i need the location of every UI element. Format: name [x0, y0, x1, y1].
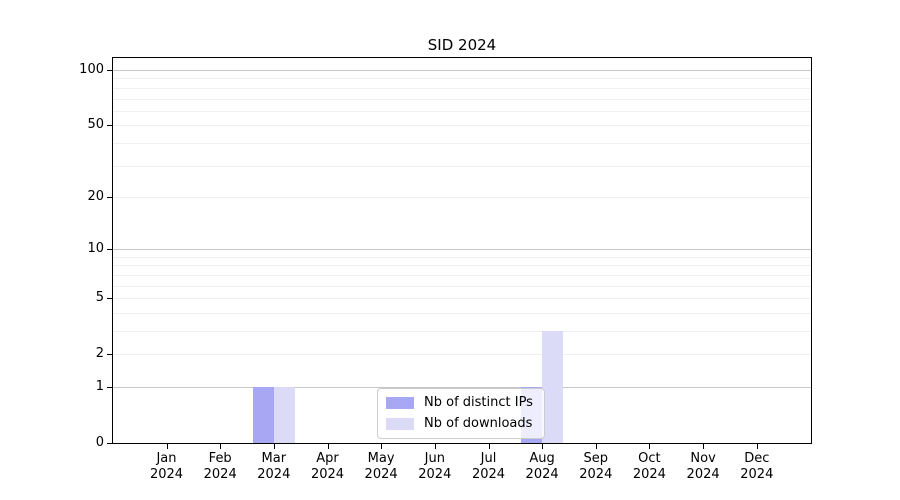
legend-swatch-distinct-ips	[386, 397, 414, 409]
gridline-minor	[113, 354, 811, 356]
legend-item-distinct-ips: Nb of distinct IPs	[386, 395, 536, 411]
y-tick-label: 20	[87, 188, 104, 204]
gridline-minor	[113, 265, 811, 267]
x-tick-label: Aug 2024	[525, 451, 559, 482]
x-tick-label: Oct 2024	[632, 451, 666, 482]
gridline-minor	[113, 165, 811, 167]
x-tick-label: Jan 2024	[149, 451, 184, 482]
gridline-minor	[113, 142, 811, 144]
x-tick-label: Mar 2024	[257, 451, 291, 482]
legend: Nb of distinct IPs Nb of downloads	[377, 388, 545, 439]
bar-nb-of-distinct-ips-mar-2024	[252, 387, 274, 443]
legend-label-downloads: Nb of downloads	[424, 416, 533, 431]
gridline-minor	[113, 110, 811, 112]
x-tick-label: Sep 2024	[579, 451, 613, 482]
x-tick	[595, 444, 597, 449]
x-tick	[327, 444, 329, 449]
x-tick	[220, 444, 222, 449]
gridline-minor	[113, 87, 811, 89]
x-tick-label: Dec 2024	[740, 451, 774, 482]
gridline-minor	[113, 125, 811, 127]
y-tick-label: 50	[87, 117, 104, 133]
x-tick	[273, 444, 275, 449]
x-tick	[649, 444, 651, 449]
y-tick-label: 2	[95, 346, 104, 362]
gridline-minor	[113, 298, 811, 300]
gridline-minor	[113, 196, 811, 198]
y-tick-label: 10	[87, 241, 104, 257]
gridline-minor	[113, 78, 811, 80]
x-tick-label: May 2024	[364, 451, 398, 482]
y-tick-label: 0	[95, 435, 104, 450]
x-tick	[756, 444, 758, 449]
gridline-major	[113, 70, 811, 71]
legend-label-distinct-ips: Nb of distinct IPs	[424, 395, 533, 410]
gridline-minor	[113, 274, 811, 276]
x-tick-label: Nov 2024	[686, 451, 720, 482]
x-tick-label: Jul 2024	[471, 451, 506, 482]
x-tick	[542, 444, 544, 449]
chart-title: SID 2024	[427, 36, 497, 54]
gridline-minor	[113, 331, 811, 332]
gridline-major	[113, 387, 811, 388]
plot-layers	[113, 58, 811, 443]
x-tick	[488, 444, 490, 449]
legend-item-downloads: Nb of downloads	[386, 416, 536, 432]
y-tick-label: 100	[79, 62, 104, 77]
gridline-minor	[113, 312, 811, 314]
x-tick	[166, 444, 168, 449]
gridline-minor	[113, 98, 811, 100]
x-tick-label: Jun 2024	[418, 451, 452, 482]
gridline-minor	[113, 285, 811, 287]
bar-nb-of-downloads-mar-2024	[273, 387, 295, 443]
x-tick-label: Feb 2024	[203, 451, 237, 482]
x-tick-label: Apr 2024	[310, 451, 345, 482]
gridline-major	[113, 249, 811, 251]
x-tick	[381, 444, 383, 449]
x-tick	[703, 444, 705, 449]
x-tick	[434, 444, 436, 449]
y-tick-label: 1	[95, 379, 104, 394]
gridline-minor	[113, 256, 811, 258]
plot-area: Nb of distinct IPs Nb of downloads	[112, 57, 812, 444]
legend-swatch-downloads	[386, 418, 414, 430]
y-tick-label: 5	[95, 290, 104, 306]
bar-nb-of-downloads-aug-2024	[542, 331, 564, 443]
